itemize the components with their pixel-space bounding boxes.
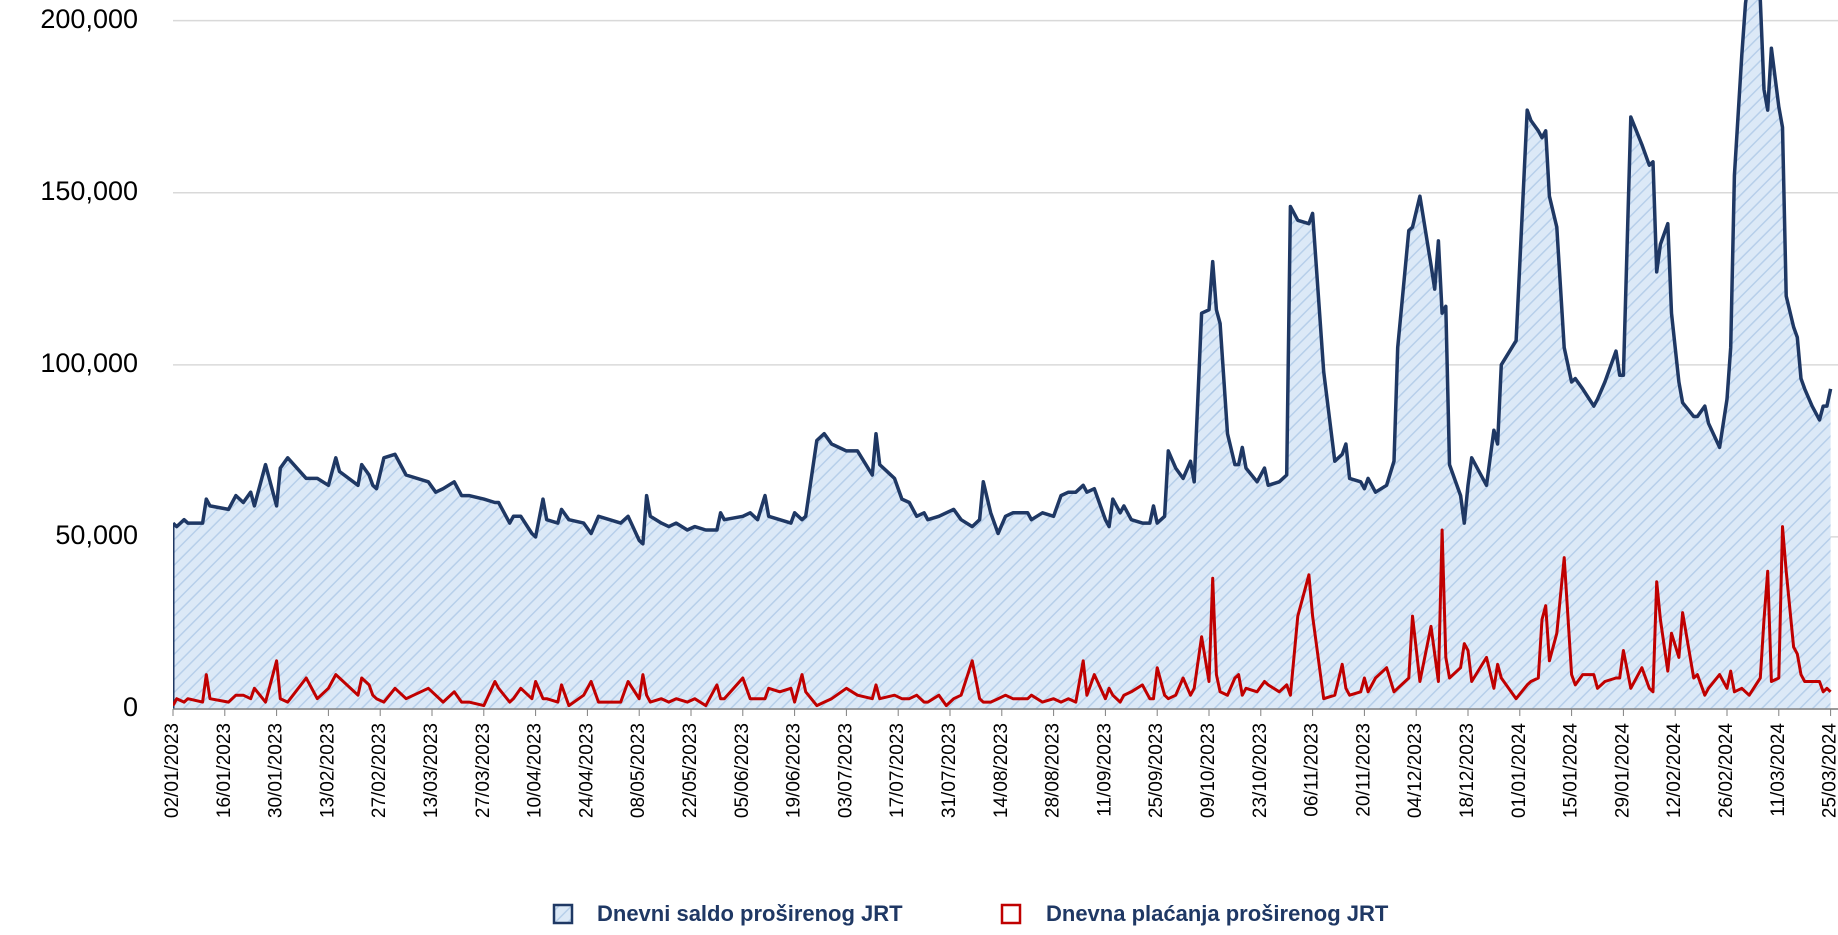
- x-tick-label: 24/04/2023: [576, 723, 597, 818]
- x-tick-label: 18/12/2023: [1457, 723, 1478, 818]
- area-fill: [173, 0, 1831, 709]
- x-tick-label: 15/01/2024: [1561, 723, 1582, 819]
- x-tick-label: 23/10/2023: [1250, 723, 1271, 818]
- line: [173, 525, 1832, 708]
- legend-label: Dnevni saldo proširenog JRT: [597, 901, 903, 926]
- y-tick-label: 150,000: [40, 176, 138, 206]
- x-tick-label: 09/10/2023: [1198, 723, 1219, 818]
- x-tick-label: 27/03/2023: [473, 723, 494, 818]
- x-tick-label: 08/05/2023: [628, 723, 649, 818]
- x-tick-label: 14/08/2023: [991, 723, 1012, 818]
- x-tick-label: 04/12/2023: [1405, 723, 1426, 818]
- x-tick-label: 06/11/2023: [1302, 723, 1323, 817]
- x-tick-label: 17/07/2023: [887, 723, 908, 818]
- legend: Dnevni saldo proširenog JRT Dnevna plaća…: [552, 901, 1389, 926]
- x-tick-label: 11/03/2024: [1768, 723, 1789, 817]
- x-tick-label: 30/01/2023: [266, 723, 287, 818]
- legend-swatch: [552, 903, 574, 925]
- x-tick-label: 10/04/2023: [525, 723, 546, 818]
- legend-label: Dnevna plaćanja proširenog JRT: [1046, 901, 1389, 926]
- x-tick-label: 05/06/2023: [732, 723, 753, 818]
- x-tick-label: 03/07/2023: [835, 723, 856, 818]
- x-tick-label: 20/11/2023: [1353, 723, 1374, 817]
- x-tick-label: 01/01/2024: [1509, 723, 1530, 819]
- y-tick-label: 50,000: [55, 520, 138, 550]
- plot-area: [173, 0, 1833, 709]
- y-tick-label: 100,000: [40, 348, 138, 378]
- x-tick-label: 22/05/2023: [680, 723, 701, 818]
- x-tick-label: 25/09/2023: [1146, 723, 1167, 818]
- x-tick-label: 02/01/2023: [162, 723, 183, 818]
- legend-swatch: [1000, 903, 1022, 925]
- x-tick-label: 26/02/2024: [1716, 723, 1737, 819]
- y-tick-label: 0: [123, 692, 138, 722]
- x-tick-label: 29/01/2024: [1612, 723, 1633, 819]
- x-tick-label: 11/09/2023: [1094, 723, 1115, 817]
- x-tick-label: 27/02/2023: [369, 723, 390, 818]
- x-tick-label: 12/02/2024: [1664, 723, 1685, 819]
- axes: 0 50,000 100,000 150,000 200,000 02/01/2023 16…: [40, 4, 1838, 818]
- area-line: [173, 0, 1833, 546]
- x-tick-label: 13/02/2023: [317, 723, 338, 818]
- x-tick-label: 31/07/2023: [939, 723, 960, 818]
- x-tick-label: 19/06/2023: [784, 723, 805, 818]
- x-tick-label: 25/03/2024: [1820, 723, 1838, 819]
- x-tick-label: 13/03/2023: [421, 723, 442, 818]
- x-tick-label: 28/08/2023: [1043, 723, 1064, 818]
- x-tick-label: 16/01/2023: [214, 723, 235, 818]
- y-tick-label: 200,000: [40, 4, 138, 34]
